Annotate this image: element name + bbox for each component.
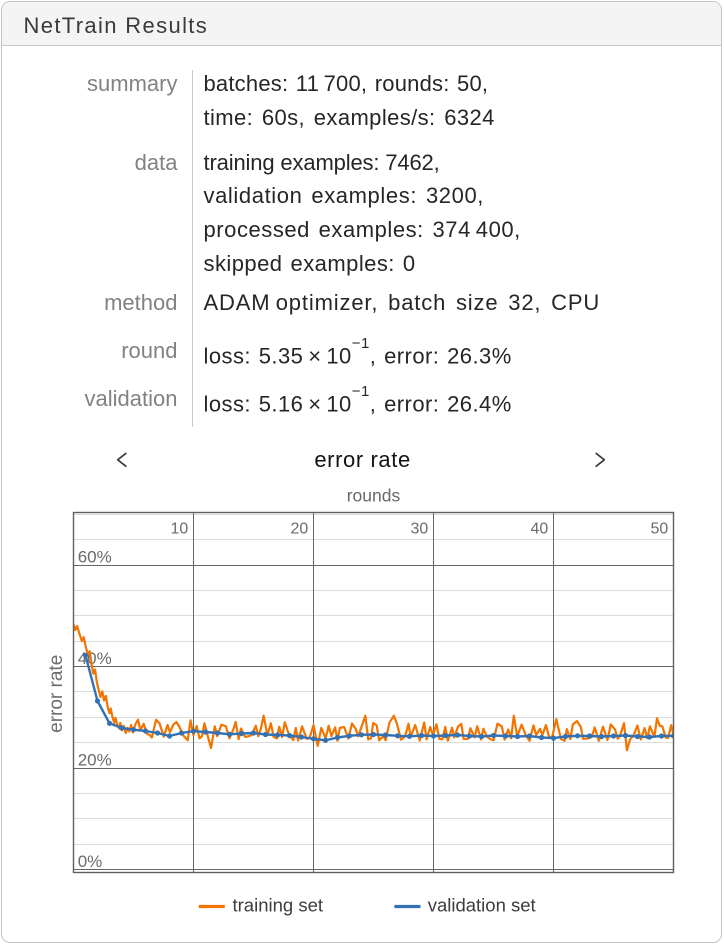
svg-text:20: 20 [291,521,309,538]
svg-text:20%: 20% [78,751,112,770]
svg-text:50: 50 [651,521,669,538]
svg-text:error rate: error rate [314,447,410,472]
svg-text:60%: 60% [78,548,112,567]
svg-text:validation set: validation set [428,894,536,915]
svg-text:40: 40 [531,521,549,538]
svg-text:rounds: rounds [347,486,401,506]
svg-text:40%: 40% [78,649,112,668]
svg-text:0%: 0% [78,852,103,871]
svg-text:30: 30 [411,521,429,538]
svg-text:error rate: error rate [46,655,67,733]
svg-text:10: 10 [171,521,189,538]
svg-text:training set: training set [233,894,324,915]
